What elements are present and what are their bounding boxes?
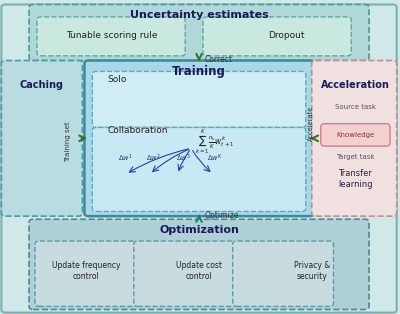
FancyBboxPatch shape xyxy=(1,4,397,313)
Text: Privacy &
security: Privacy & security xyxy=(294,261,330,281)
Text: Update cost
control: Update cost control xyxy=(176,261,222,281)
Text: Correct: Correct xyxy=(205,55,233,64)
FancyBboxPatch shape xyxy=(312,61,397,216)
Text: Accelerate: Accelerate xyxy=(308,106,314,141)
FancyBboxPatch shape xyxy=(92,71,306,127)
Text: Transfer
learning: Transfer learning xyxy=(338,169,372,189)
FancyBboxPatch shape xyxy=(321,124,390,146)
FancyBboxPatch shape xyxy=(1,61,82,216)
Text: Dropout: Dropout xyxy=(268,31,304,41)
Text: Solo: Solo xyxy=(107,75,127,84)
Text: Uncertainty estimates: Uncertainty estimates xyxy=(130,10,268,20)
Text: $\Delta w^K$: $\Delta w^K$ xyxy=(207,153,223,164)
Text: Target task: Target task xyxy=(336,154,374,160)
Text: Update frequency
control: Update frequency control xyxy=(52,261,121,281)
Text: Optimize: Optimize xyxy=(205,211,240,220)
FancyBboxPatch shape xyxy=(84,61,314,216)
FancyBboxPatch shape xyxy=(29,219,369,310)
Text: Acceleration: Acceleration xyxy=(321,80,390,90)
Text: Caching: Caching xyxy=(20,80,64,90)
FancyBboxPatch shape xyxy=(35,241,136,306)
Text: Training set: Training set xyxy=(65,121,71,162)
Text: $\Delta w^3$: $\Delta w^3$ xyxy=(176,153,191,164)
FancyBboxPatch shape xyxy=(203,17,351,56)
Text: Optimization: Optimization xyxy=(159,225,239,235)
FancyBboxPatch shape xyxy=(37,17,185,56)
FancyBboxPatch shape xyxy=(29,4,369,61)
Text: Source task: Source task xyxy=(335,104,376,110)
Text: Collaboration: Collaboration xyxy=(107,126,168,135)
FancyBboxPatch shape xyxy=(134,241,235,306)
Text: Tunable scoring rule: Tunable scoring rule xyxy=(66,31,158,41)
Text: Knowledge: Knowledge xyxy=(336,132,374,138)
Text: $\sum_{k=1}^{K}\frac{n_k}{K}w_{t+1}^k$: $\sum_{k=1}^{K}\frac{n_k}{K}w_{t+1}^k$ xyxy=(195,128,235,156)
FancyBboxPatch shape xyxy=(92,127,306,211)
Text: $\Delta w^1$: $\Delta w^1$ xyxy=(118,153,133,164)
Text: $\Delta w^2$: $\Delta w^2$ xyxy=(146,153,161,164)
FancyBboxPatch shape xyxy=(233,241,334,306)
Text: Training: Training xyxy=(172,65,226,78)
